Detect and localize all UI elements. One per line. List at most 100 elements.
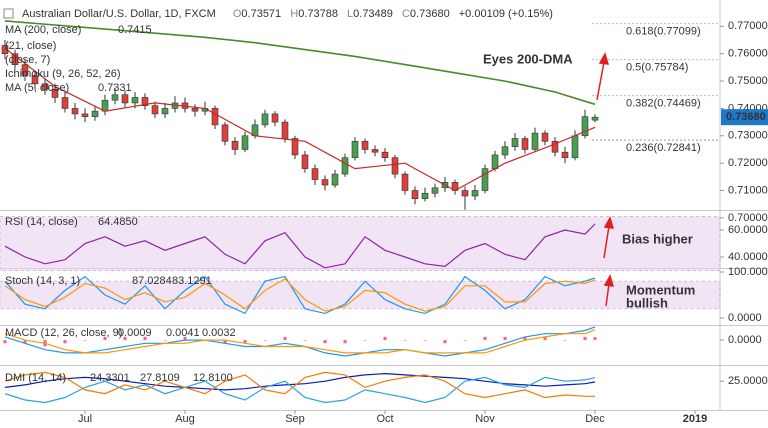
histogram-bar bbox=[423, 340, 427, 341]
candle-body bbox=[391, 157, 399, 175]
price-tag-label: 0.73680 bbox=[726, 111, 766, 123]
candle-body bbox=[121, 94, 129, 104]
legend-value: 0.7415 bbox=[118, 24, 152, 36]
y-tick-label: 100.0000 bbox=[728, 266, 768, 278]
legend-name: DMI (14, 14) bbox=[5, 372, 66, 384]
candle-body bbox=[311, 168, 319, 180]
x-tick-label: 2019 bbox=[683, 413, 707, 425]
candle-body bbox=[261, 113, 269, 126]
candle-body bbox=[151, 105, 159, 115]
symbol-icon bbox=[3, 8, 14, 19]
ohlc-value: 0.73680 bbox=[410, 8, 450, 20]
histogram-bar bbox=[363, 340, 367, 341]
candle-body bbox=[131, 97, 139, 104]
legend-name: Ichimoku (9, 26, 52, 26) bbox=[5, 68, 121, 80]
candle-body bbox=[421, 192, 429, 200]
arrow bbox=[603, 225, 610, 259]
line bbox=[4, 371, 596, 399]
histogram-bar bbox=[143, 336, 147, 341]
y-tick-label: 0.73000 bbox=[728, 130, 768, 142]
candle-body bbox=[551, 140, 559, 153]
candle-body bbox=[241, 135, 249, 150]
arrow bbox=[605, 283, 610, 307]
candle-body bbox=[471, 190, 479, 197]
candle-body bbox=[41, 83, 49, 90]
histogram-bar bbox=[303, 340, 307, 341]
x-tick-label: Dec bbox=[585, 413, 605, 425]
histogram-bar bbox=[183, 336, 187, 341]
candle-body bbox=[281, 121, 289, 139]
candle-body bbox=[381, 151, 389, 158]
legend-name: (close, 7) bbox=[5, 54, 50, 66]
candle-body bbox=[481, 168, 489, 191]
histogram-bar bbox=[443, 340, 447, 344]
histogram-bar bbox=[323, 340, 327, 344]
candle-body bbox=[231, 140, 239, 150]
x-tick-label: Aug bbox=[175, 413, 195, 425]
candle-body bbox=[271, 113, 279, 123]
y-tick-label: 60.0000 bbox=[728, 224, 768, 236]
ohlc-value: 0.73489 bbox=[353, 8, 393, 20]
candle-body bbox=[81, 113, 89, 117]
fib-label: 0.5(0.75784) bbox=[626, 62, 688, 74]
line bbox=[4, 20, 596, 106]
arrow-head bbox=[598, 52, 610, 65]
histogram-bar bbox=[343, 340, 347, 344]
fib-label: 0.618(0.77099) bbox=[626, 26, 701, 38]
histogram-bar bbox=[123, 336, 127, 341]
candle-body bbox=[221, 124, 229, 142]
candle-body bbox=[51, 88, 59, 98]
candle-body bbox=[571, 135, 579, 158]
candle-body bbox=[61, 97, 69, 109]
fib-label: 0.236(0.72841) bbox=[626, 142, 701, 154]
candle-body bbox=[401, 173, 409, 191]
candle-body bbox=[531, 132, 539, 150]
x-tick-label: Sep bbox=[285, 413, 305, 425]
candle-body bbox=[291, 138, 299, 156]
line bbox=[4, 372, 596, 391]
change: +0.00109 (+0.15%) bbox=[459, 8, 553, 20]
arrow-head bbox=[603, 274, 615, 287]
y-tick-label: 40.0000 bbox=[728, 251, 768, 263]
x-tick-label: Oct bbox=[376, 413, 393, 425]
plot-area: Jul Aug Sep Oct Nov Dec 2019 0.77000 0.76000 0.75… bbox=[0, 20, 768, 425]
ohlc-key: H bbox=[290, 8, 298, 20]
ohlc-key: O bbox=[233, 8, 242, 20]
annotation: Eyes 200-DMA bbox=[483, 51, 573, 66]
histogram-bar bbox=[583, 336, 587, 341]
header-title: Australian Dollar/U.S. Dollar, 1D, FXCM bbox=[22, 8, 216, 20]
candle-body bbox=[341, 157, 349, 175]
line bbox=[4, 278, 596, 312]
candle-body bbox=[211, 108, 219, 126]
histogram-bar bbox=[23, 340, 27, 344]
x-tick-label: Jul bbox=[78, 413, 92, 425]
candle-body bbox=[581, 116, 589, 137]
line bbox=[4, 223, 596, 269]
candle-body bbox=[491, 154, 499, 169]
candle-body bbox=[501, 146, 509, 156]
histogram-bar bbox=[503, 336, 507, 341]
legend-value: 0.0009 bbox=[118, 327, 152, 339]
line bbox=[4, 329, 596, 354]
candle-body bbox=[1, 45, 9, 54]
legend-name: (21, close) bbox=[5, 40, 56, 52]
candle-body bbox=[351, 140, 359, 158]
arrow bbox=[596, 61, 605, 101]
line bbox=[4, 376, 596, 404]
legend-value: 24.3301 bbox=[90, 372, 130, 384]
candle-body bbox=[91, 110, 99, 117]
y-tick-label: 0.0000 bbox=[728, 334, 762, 346]
ohlc-key: L bbox=[347, 8, 353, 20]
fib-label: 0.382(0.74469) bbox=[626, 97, 701, 109]
candle-body bbox=[191, 108, 199, 112]
histogram-bar bbox=[83, 340, 87, 341]
candle-body bbox=[301, 154, 309, 169]
histogram-bar bbox=[243, 340, 247, 344]
histogram-bar bbox=[383, 336, 387, 341]
y-tick-label: 0.76000 bbox=[728, 48, 768, 60]
candle-body bbox=[461, 190, 469, 197]
annotation: Momentum bbox=[626, 282, 695, 297]
y-tick-label: 0.0000 bbox=[728, 312, 762, 324]
